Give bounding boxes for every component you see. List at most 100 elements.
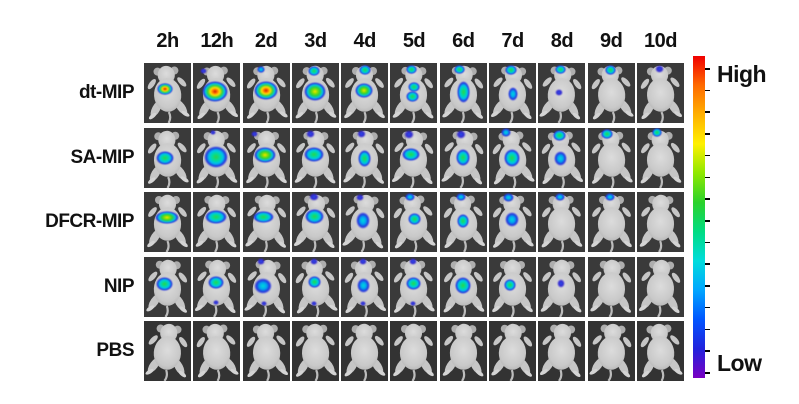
mouse-image [392, 130, 434, 188]
mouse-panel-sa-mip-2h [144, 127, 191, 188]
group-label-pbs: PBS [96, 340, 134, 361]
mouse-image [246, 323, 288, 381]
mouse-panel-sa-mip-8d [538, 127, 586, 188]
mouse-panel-dfcr-mip-2h [144, 192, 191, 252]
mouse-panel-sa-mip-7d [489, 127, 537, 188]
mouse-image [293, 194, 336, 252]
colorbar-tick [705, 198, 710, 200]
mouse-panel-sa-mip-3d [291, 127, 339, 188]
mouse-image [491, 323, 533, 381]
mouse-panel-pbs-4d [341, 321, 389, 381]
mouse-image [196, 130, 238, 188]
time-label-5d: 5d [402, 30, 426, 52]
colorbar-tick [705, 285, 710, 287]
mouse-image [541, 194, 583, 252]
mouse-panel-sa-mip-2d [242, 127, 290, 188]
mouse-image [540, 323, 582, 381]
mouse-image [196, 194, 237, 252]
mouse-panel-dfcr-mip-8d [538, 192, 586, 252]
mouse-image [590, 194, 632, 252]
mouse-panel-dt-mip-6d [439, 63, 487, 123]
mouse-image [294, 130, 336, 188]
mouse-panel-dt-mip-12h [193, 63, 241, 123]
time-label-4d: 4d [353, 30, 377, 52]
mouse-panel-pbs-9d [587, 321, 635, 381]
mouse-panel-dt-mip-3d [291, 63, 339, 123]
intensity-colorbar [693, 56, 705, 378]
mouse-panel-pbs-8d [538, 321, 586, 381]
time-label-2h: 2h [156, 30, 179, 52]
mouse-panel-nip-5d [390, 256, 438, 317]
mouse-panel-pbs-3d [291, 321, 339, 381]
mouse-image [442, 65, 483, 123]
mouse-image [295, 259, 338, 317]
time-label-10d: 10d [643, 30, 677, 52]
mouse-image [441, 130, 484, 188]
time-label-12h: 12h [200, 30, 234, 52]
mouse-image [443, 259, 485, 317]
mouse-panel-sa-mip-6d [439, 127, 487, 188]
group-labels: dt-MIP SA-MIP DFCR-MIP NIP PBS [0, 63, 138, 381]
mouse-panel-nip-9d [587, 256, 635, 317]
time-label-3d: 3d [304, 30, 327, 52]
time-label-9d: 9d [600, 30, 623, 52]
time-label-8d: 8d [550, 30, 574, 52]
mouse-image [638, 259, 681, 317]
mouse-panel-pbs-10d [636, 321, 684, 381]
mouse-panel-sa-mip-9d [587, 127, 635, 188]
mouse-panel-dt-mip-7d [489, 63, 537, 123]
mouse-image [541, 259, 582, 317]
colorbar-tick [705, 241, 710, 244]
mouse-image [197, 65, 239, 123]
mouse-image [147, 194, 188, 252]
mouse-image [492, 130, 535, 188]
mouse-image [394, 259, 436, 317]
colorbar-tick [705, 306, 710, 309]
mouse-panel-dt-mip-8d [538, 63, 586, 123]
mouse-panel-sa-mip-10d [636, 127, 684, 188]
mouse-panel-dfcr-mip-5d [390, 192, 438, 252]
mouse-image [591, 65, 634, 123]
time-label-7d: 7d [501, 30, 524, 52]
mouse-image [640, 130, 682, 188]
mouse-image [542, 130, 584, 188]
mouse-panel-nip-3d [291, 256, 339, 317]
mouse-panel-pbs-7d [489, 321, 537, 381]
mouse-image [197, 323, 239, 381]
mouse-panel-nip-2d [242, 256, 290, 317]
mouse-panel-dt-mip-4d [341, 63, 389, 123]
colorbar-tick [705, 372, 710, 374]
mouse-image [640, 323, 683, 381]
mouse-image [443, 194, 485, 252]
mouse-panel-dt-mip-2h [144, 63, 191, 123]
mouse-image [591, 130, 633, 188]
mouse-panel-dfcr-mip-6d [439, 192, 487, 252]
mouse-image [146, 259, 188, 317]
mouse-image [342, 194, 385, 252]
colorbar-tick [705, 154, 710, 157]
colorbar-tick [705, 68, 710, 70]
mouse-panel-nip-8d [538, 256, 586, 317]
mouse-image [244, 259, 286, 317]
mouse-image [344, 65, 386, 123]
mouse-image [295, 323, 337, 381]
mouse-panel-nip-4d [341, 256, 389, 317]
mouse-image [589, 323, 631, 381]
mouse-panel-dfcr-mip-12h [193, 192, 241, 252]
mouse-panel-dfcr-mip-2d [242, 192, 290, 252]
mouse-image [539, 65, 582, 123]
mouse-image [195, 259, 237, 317]
mouse-panel-pbs-2d [242, 321, 290, 381]
mouse-panel-pbs-6d [439, 321, 487, 381]
time-label-6d: 6d [452, 30, 475, 52]
mouse-panel-dfcr-mip-10d [636, 192, 684, 252]
colorbar-tick [705, 89, 710, 92]
time-label-2d: 2d [254, 30, 278, 52]
mouse-panel-dt-mip-2d [242, 63, 290, 123]
time-axis-labels: 2h 12h 2d 3d 4d 5d 6d 7d 8d 9d 10d [144, 26, 684, 56]
mouse-image [490, 65, 533, 123]
colorbar-tick [705, 176, 710, 179]
group-label-dfcr-mip: DFCR-MIP [45, 211, 134, 232]
mouse-panel-sa-mip-4d [341, 127, 389, 188]
